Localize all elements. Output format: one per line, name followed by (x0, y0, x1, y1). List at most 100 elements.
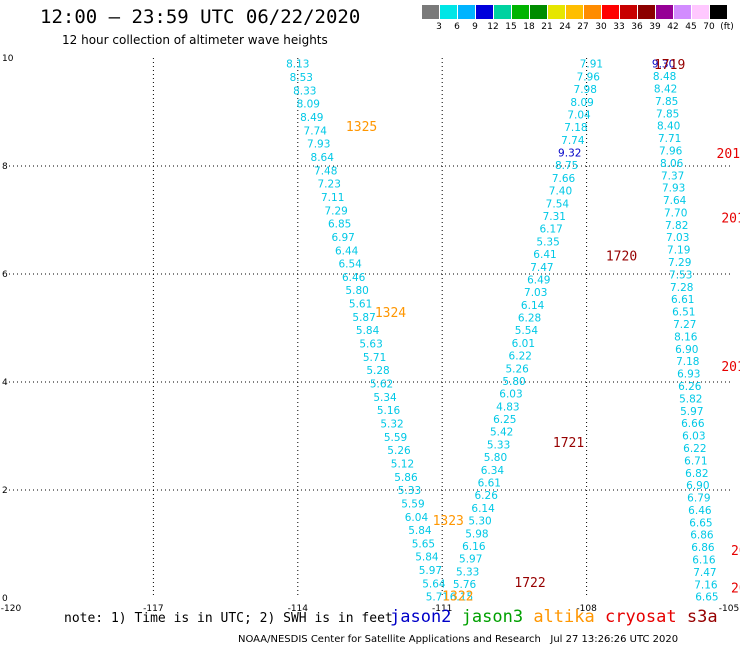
wave-height-label: 5.61 (349, 299, 372, 311)
wave-height-label: 6.01 (512, 338, 535, 350)
color-scale-label: 42 (667, 22, 679, 32)
wave-height-label: 5.84 (415, 552, 439, 564)
wave-height-label: 5.62 (370, 379, 393, 391)
x-tick-label: -120 (1, 604, 22, 614)
wave-height-label: 7.48 (314, 165, 337, 177)
time-label: 1722 (514, 576, 545, 591)
color-scale-label: 6 (454, 22, 460, 32)
y-tick-label: 0 (2, 594, 8, 604)
wave-height-label: 7.03 (666, 232, 689, 244)
time-label: 1720 (606, 250, 637, 265)
wave-height-label: 7.40 (549, 186, 572, 198)
wave-height-label: 6.79 (687, 493, 710, 505)
time-label: 1323 (433, 514, 464, 529)
time-label: 2016 (721, 212, 740, 227)
wave-height-label: 5.98 (465, 528, 488, 540)
wave-height-label: 7.96 (577, 71, 601, 83)
wave-height-label: 5.87 (352, 312, 375, 324)
color-swatch (530, 5, 547, 19)
wave-height-label: 7.16 (694, 579, 718, 591)
color-swatch (674, 5, 691, 19)
wave-height-label: 8.33 (293, 85, 316, 97)
wave-height-label: 5.80 (345, 285, 368, 297)
x-tick-label: -114 (288, 604, 309, 614)
wave-height-label: 6.26 (678, 381, 702, 393)
time-label: 1324 (375, 306, 406, 321)
satellite-legend-s3a: s3a (686, 607, 718, 627)
wave-height-label: 9.30 (652, 59, 675, 71)
wave-height-label: 6.17 (539, 224, 562, 236)
wave-height-label: 8.09 (570, 97, 593, 109)
wave-height-label: 6.28 (518, 313, 541, 325)
wave-height-label: 7.29 (668, 257, 691, 269)
wave-height-label: 6.16 (692, 555, 716, 567)
y-tick-label: 2 (2, 486, 8, 496)
wave-height-label: 6.44 (335, 245, 359, 257)
wave-height-label: 5.28 (366, 365, 389, 377)
wave-height-label: 6.54 (338, 259, 362, 271)
time-label: 20 (731, 544, 740, 559)
wave-height-label: 7.98 (574, 84, 597, 96)
color-swatch (710, 5, 727, 19)
color-scale-label: 45 (685, 22, 697, 32)
wave-height-label: 6.65 (689, 517, 712, 529)
satellite-legend: jason2 jason3 altika cryosat s3a (390, 607, 718, 627)
wave-height-label: 5.32 (380, 418, 403, 430)
wave-height-label: 7.74 (304, 125, 328, 137)
credit-line: NOAA/NESDIS Center for Satellite Applica… (238, 634, 679, 645)
color-scale-label: 27 (577, 22, 589, 32)
wave-height-label: 6.15 (450, 592, 473, 604)
wave-height-label: 7.28 (670, 282, 693, 294)
x-tick-label: -111 (432, 604, 452, 614)
wave-height-label: 8.64 (311, 152, 335, 164)
color-scale-label: (ft) (720, 22, 734, 32)
color-scale-label: 3 (436, 22, 442, 32)
color-scale-label: 70 (703, 22, 715, 32)
wave-height-label: 7.04 (567, 109, 591, 121)
wave-height-label: 5.84 (408, 525, 432, 537)
wave-height-label: 8.09 (297, 99, 320, 111)
wave-height-label: 7.19 (667, 245, 690, 257)
wave-height-label: 5.97 (419, 565, 442, 577)
wave-height-label: 6.71 (684, 455, 707, 467)
wave-height-label: 5.59 (384, 432, 407, 444)
color-scale-label: 21 (541, 22, 553, 32)
color-swatch (422, 5, 439, 19)
color-swatch (440, 5, 457, 19)
wave-height-label: 5.84 (356, 325, 380, 337)
wave-height-label: 5.71 (426, 592, 449, 604)
wave-height-label: 8.42 (654, 84, 677, 96)
color-swatch (692, 5, 709, 19)
wave-height-label: 7.37 (661, 170, 684, 182)
wave-height-label: 5.97 (680, 406, 703, 418)
color-swatch (656, 5, 673, 19)
wave-height-label: 7.18 (676, 356, 699, 368)
wave-height-label: 5.16 (377, 405, 401, 417)
wave-height-label: 7.47 (693, 567, 716, 579)
color-swatch (602, 5, 619, 19)
wave-height-label: 7.96 (659, 145, 683, 157)
axis-tick-labels: -120 -117 -114 -111 -108 -105 0 2 4 6 8 10 (1, 54, 739, 614)
wave-height-label: 6.97 (331, 232, 354, 244)
wave-height-label: 9.32 (558, 148, 581, 160)
wave-height-label: 7.93 (662, 183, 685, 195)
wave-height-label: 6.22 (683, 443, 706, 455)
wave-height-label: 5.65 (412, 538, 435, 550)
color-scale-label: 39 (649, 22, 661, 32)
wave-height-label: 7.70 (664, 207, 687, 219)
wave-height-label: 7.23 (318, 179, 341, 191)
satellite-legend-jason2: jason2 (390, 607, 462, 627)
wave-height-label: 5.12 (391, 458, 414, 470)
satellite-legend-altika: altika (533, 607, 605, 627)
wave-height-label: 6.61 (478, 477, 501, 489)
wave-height-values: 8.138.538.338.098.497.747.938.647.487.23… (286, 59, 719, 604)
wave-height-label: 6.22 (509, 351, 532, 363)
wave-height-label: 8.48 (653, 71, 676, 83)
wave-height-label: 5.26 (505, 363, 529, 375)
wave-height-label: 8.16 (674, 331, 698, 343)
wave-height-label: 5.64 (422, 578, 446, 590)
wave-height-label: 7.53 (669, 269, 692, 281)
y-tick-label: 10 (2, 54, 14, 64)
wave-height-label: 7.47 (530, 262, 553, 274)
wave-height-label: 4.83 (496, 401, 519, 413)
